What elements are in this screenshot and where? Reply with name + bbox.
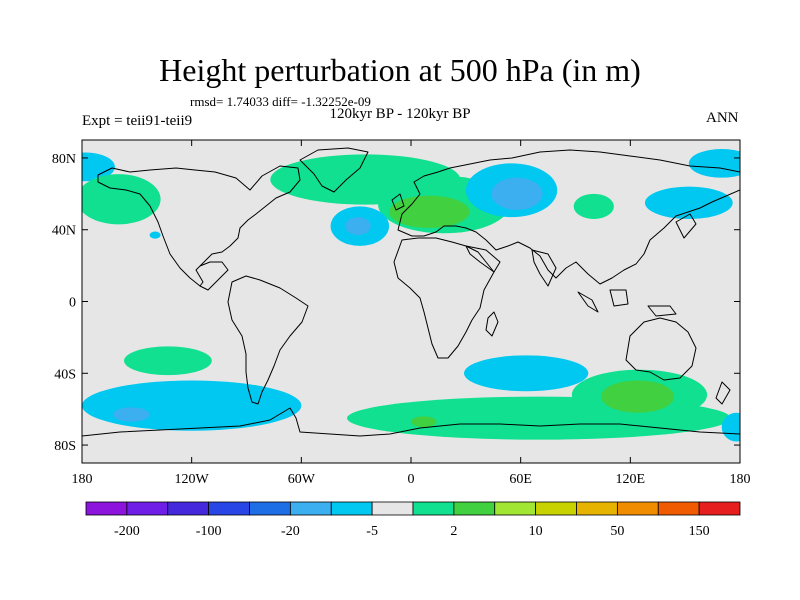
lon-tick-label: 120W bbox=[175, 472, 210, 487]
colorbar-label: 50 bbox=[610, 524, 624, 539]
longitude-ticks: 180 120W 60W 0 60E 120E 180 bbox=[72, 140, 751, 487]
lat-tick-label: 40N bbox=[52, 224, 76, 239]
blue-core-n-atlantic bbox=[345, 217, 371, 236]
experiment-label: Expt = teii91-teii9 bbox=[82, 113, 193, 129]
colorbar-label: -100 bbox=[196, 524, 222, 539]
colorbar-swatch bbox=[494, 501, 537, 516]
colorbar-swatch bbox=[453, 501, 496, 516]
lon-tick-label: 180 bbox=[730, 472, 751, 487]
lat-tick-label: 80N bbox=[52, 152, 76, 167]
coastline-india bbox=[531, 249, 557, 287]
coastline-british-isles bbox=[391, 193, 405, 211]
lat-tick-label: 0 bbox=[69, 296, 76, 311]
coastline-japan bbox=[675, 213, 697, 239]
coastline-australia bbox=[625, 317, 697, 381]
cyan-patch-n-pacific bbox=[82, 152, 115, 182]
lime-core-europe bbox=[389, 195, 470, 228]
lon-tick-label: 60E bbox=[509, 472, 532, 487]
cyan-patch-nw-pacific bbox=[688, 148, 740, 178]
lat-tick-label: 40S bbox=[54, 367, 76, 382]
cyan-patch-far-s-pacific bbox=[721, 412, 740, 442]
lon-tick-label: 0 bbox=[408, 472, 415, 487]
coastline-greenland bbox=[299, 147, 369, 193]
colorbar-swatch bbox=[289, 501, 332, 516]
colorbar-swatch bbox=[371, 501, 414, 516]
colorbar: -200 -100 -20 -5 2 10 50 150 bbox=[85, 501, 741, 539]
coastline-south-america bbox=[227, 275, 309, 405]
colorbar-swatch bbox=[85, 501, 128, 516]
blue-core-s-pacific bbox=[113, 407, 150, 422]
coastline-africa bbox=[393, 237, 495, 359]
period-label: ANN bbox=[706, 110, 739, 126]
colorbar-swatch bbox=[616, 501, 659, 516]
green-patch-central-asia bbox=[573, 193, 614, 219]
colorbar-label: 10 bbox=[529, 524, 543, 539]
cyan-patch-s-indian bbox=[464, 355, 589, 392]
coastline-new-zealand bbox=[715, 381, 731, 405]
green-patch-s-pacific bbox=[124, 346, 212, 376]
cyan-patch-ne-asia bbox=[644, 186, 733, 219]
plot-title: Height perturbation at 500 hPa (in m) bbox=[159, 52, 641, 88]
colorbar-swatch bbox=[698, 501, 741, 516]
colorbar-swatch bbox=[535, 501, 577, 516]
colorbar-label: -20 bbox=[281, 524, 300, 539]
lime-dot-s-atlantic bbox=[411, 416, 437, 428]
cyan-dot-e-pacific bbox=[149, 231, 161, 239]
colorbar-label: -5 bbox=[366, 524, 378, 539]
colorbar-label: 2 bbox=[450, 524, 457, 539]
colorbar-swatch bbox=[167, 501, 210, 516]
latitude-ticks: 80N 40N 0 40S 80S bbox=[52, 152, 740, 454]
lat-tick-label: 80S bbox=[54, 439, 76, 454]
colorbar-swatch bbox=[249, 501, 291, 516]
plot-subtitle: 120kyr BP - 120kyr BP bbox=[329, 106, 471, 122]
coastline-antarctica bbox=[82, 407, 740, 437]
colorbar-swatch bbox=[330, 501, 373, 516]
coastline-sumatra bbox=[577, 291, 599, 313]
coastlines bbox=[82, 147, 740, 437]
colorbar-label: 150 bbox=[689, 524, 710, 539]
colorbar-swatch bbox=[208, 501, 250, 516]
blue-core-siberia bbox=[491, 177, 543, 210]
anomaly-contours bbox=[82, 148, 740, 442]
green-patch-n-pacific bbox=[82, 174, 161, 225]
coastline-eurasia bbox=[397, 149, 740, 285]
coastline-borneo bbox=[609, 289, 629, 307]
lon-tick-label: 180 bbox=[72, 472, 93, 487]
rmsd-diff-stats: rmsd= 1.74033 diff= -1.32252e-09 bbox=[190, 94, 371, 109]
colorbar-label: -200 bbox=[114, 524, 140, 539]
colorbar-swatch bbox=[576, 501, 618, 516]
colorbar-swatch bbox=[412, 501, 455, 516]
coastline-arabia bbox=[465, 245, 501, 273]
lon-tick-label: 120E bbox=[616, 472, 646, 487]
colorbar-swatch bbox=[657, 501, 700, 516]
coastline-new-guinea bbox=[647, 305, 677, 317]
colorbar-swatch bbox=[126, 501, 169, 516]
lime-core-s-indian bbox=[601, 380, 675, 413]
coastline-north-america bbox=[97, 165, 301, 287]
coastline-central-america bbox=[199, 261, 229, 291]
coastline-madagascar bbox=[485, 311, 499, 337]
lon-tick-label: 60W bbox=[288, 472, 316, 487]
cyan-band-s-pacific bbox=[82, 380, 302, 431]
